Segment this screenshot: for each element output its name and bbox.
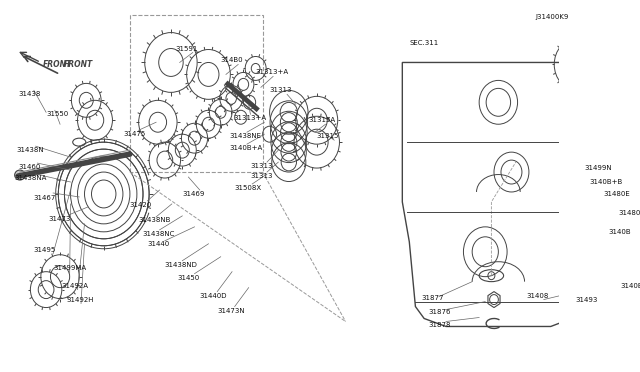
Text: 31473N: 31473N: [217, 308, 245, 314]
Text: 31469: 31469: [182, 191, 205, 197]
Text: 31473: 31473: [49, 216, 71, 222]
Text: 3140B: 3140B: [609, 229, 631, 235]
Text: 31313: 31313: [269, 87, 292, 93]
Text: 31313: 31313: [250, 163, 273, 169]
Text: 31438NC: 31438NC: [142, 231, 175, 237]
Text: 31438NA: 31438NA: [15, 175, 47, 181]
Text: FRONT: FRONT: [43, 60, 72, 69]
Text: 31492H: 31492H: [66, 296, 93, 302]
Text: 31438ND: 31438ND: [165, 262, 198, 268]
Text: 31493: 31493: [575, 296, 598, 302]
Text: 31420: 31420: [130, 202, 152, 208]
Text: 31480B: 31480B: [619, 210, 640, 216]
Text: 31499MA: 31499MA: [53, 265, 86, 271]
Text: 31438N: 31438N: [17, 147, 44, 153]
Text: 31876: 31876: [429, 308, 451, 315]
Text: 31878: 31878: [429, 323, 451, 328]
Text: 31450: 31450: [177, 275, 199, 280]
Text: FRONT: FRONT: [63, 60, 93, 69]
Text: 31492A: 31492A: [62, 283, 89, 289]
Text: 31438NB: 31438NB: [139, 217, 171, 223]
Text: 31460: 31460: [18, 164, 40, 170]
Text: 31499N: 31499N: [584, 165, 612, 171]
Text: 31440D: 31440D: [200, 293, 227, 299]
Text: 31438: 31438: [18, 92, 40, 97]
Text: 31550: 31550: [46, 111, 68, 117]
Text: 314B0: 314B0: [221, 57, 243, 64]
Text: SEC.311: SEC.311: [410, 39, 438, 45]
Text: 31877: 31877: [422, 295, 444, 301]
Text: 31408: 31408: [526, 293, 548, 299]
Text: 31315: 31315: [317, 133, 339, 139]
Text: 3140B+B: 3140B+B: [589, 179, 623, 185]
Text: 3140B+A: 3140B+A: [230, 145, 262, 151]
Text: 31313+A: 31313+A: [255, 70, 289, 76]
Text: 31480E: 31480E: [603, 191, 630, 197]
Text: 31508X: 31508X: [235, 185, 262, 191]
Text: 31313: 31313: [250, 173, 273, 179]
Text: 31438NE: 31438NE: [230, 133, 262, 139]
Ellipse shape: [15, 170, 25, 180]
Text: 31313+A: 31313+A: [233, 115, 266, 121]
Text: 31475: 31475: [123, 131, 145, 137]
Text: 31315A: 31315A: [308, 117, 335, 123]
Text: 31495: 31495: [34, 247, 56, 253]
Text: J31400K9: J31400K9: [535, 14, 568, 20]
Text: 3140B: 3140B: [621, 283, 640, 289]
Text: 31591: 31591: [175, 45, 198, 51]
Text: 31467: 31467: [34, 195, 56, 201]
Text: 31440: 31440: [147, 241, 170, 247]
